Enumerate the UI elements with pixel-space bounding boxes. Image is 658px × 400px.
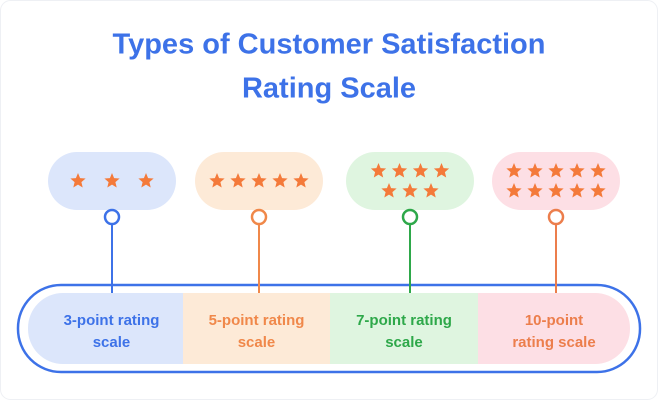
star xyxy=(104,173,120,188)
segment xyxy=(28,293,183,364)
connector-dot xyxy=(547,208,565,226)
scale-frame xyxy=(16,283,642,374)
star xyxy=(433,163,450,178)
star xyxy=(230,173,246,188)
star xyxy=(370,163,387,178)
scale-label: scale xyxy=(385,334,423,351)
title: Types of Customer Satisfaction xyxy=(113,29,546,61)
star xyxy=(548,183,564,198)
scale-label: rating scale xyxy=(512,334,595,351)
segments xyxy=(28,293,630,364)
scale-label: 10-point xyxy=(525,312,583,329)
star-bubble xyxy=(346,152,474,210)
star xyxy=(412,163,429,178)
star xyxy=(548,163,564,178)
segment xyxy=(478,293,630,364)
segment xyxy=(183,293,330,364)
connector-dot xyxy=(250,208,268,226)
star xyxy=(402,183,418,198)
star xyxy=(209,173,225,188)
star xyxy=(251,173,267,188)
star xyxy=(506,163,522,178)
scale-label: scale xyxy=(238,334,276,351)
star xyxy=(569,183,585,198)
star xyxy=(70,173,86,188)
connector-dot xyxy=(401,208,419,226)
connector-dot xyxy=(103,208,121,226)
star xyxy=(527,163,543,178)
star xyxy=(590,163,606,178)
star xyxy=(138,173,154,188)
scale-label: 5-point rating xyxy=(209,312,305,329)
scale-label: scale xyxy=(93,334,131,351)
title: Rating Scale xyxy=(242,73,416,105)
star xyxy=(391,163,408,178)
star xyxy=(527,183,543,198)
star xyxy=(569,163,585,178)
scale-label: 7-point rating xyxy=(356,312,452,329)
star xyxy=(272,173,288,188)
star xyxy=(423,183,439,198)
segment xyxy=(330,293,478,364)
star xyxy=(506,183,522,198)
star xyxy=(293,173,309,188)
star xyxy=(590,183,606,198)
star-bubble xyxy=(492,152,620,210)
star xyxy=(381,183,397,198)
scale-label: 3-point rating xyxy=(64,312,160,329)
